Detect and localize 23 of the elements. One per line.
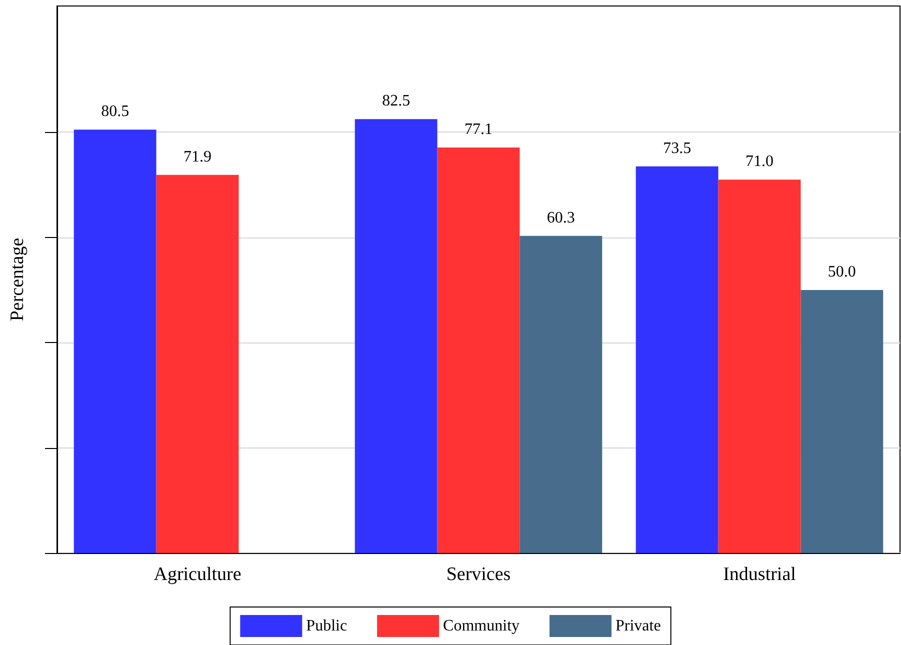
bar xyxy=(718,180,801,553)
data-label: 71.9 xyxy=(184,148,212,166)
data-label: 60.3 xyxy=(546,209,575,226)
x-tick-label: Agriculture xyxy=(154,564,242,585)
bar xyxy=(354,119,438,553)
y-axis-title: Percentage xyxy=(7,238,28,322)
data-label: 82.5 xyxy=(382,92,410,110)
x-tick-label: Industrial xyxy=(723,564,796,585)
bar xyxy=(636,166,718,553)
data-label: 80.5 xyxy=(101,103,130,120)
legend-label: Public xyxy=(306,618,348,634)
data-label: 73.5 xyxy=(663,140,692,157)
bar xyxy=(800,290,884,553)
data-label: 50.0 xyxy=(828,264,856,281)
bar xyxy=(520,236,602,553)
data-label: 77.1 xyxy=(464,120,492,138)
legend-label: Community xyxy=(443,618,520,634)
legend-label: Private xyxy=(616,618,661,634)
data-label: 71.0 xyxy=(746,153,774,170)
x-tick-label: Services xyxy=(446,564,511,585)
bar xyxy=(156,174,239,553)
bar xyxy=(74,130,156,553)
bar xyxy=(437,147,520,553)
